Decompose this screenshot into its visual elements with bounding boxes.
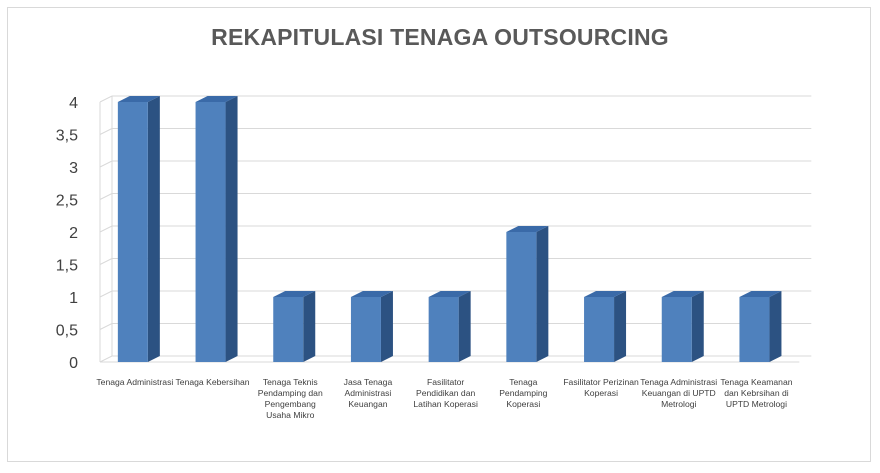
x-tick-label: Tenaga Administrasi [96, 377, 174, 387]
bar-top [506, 226, 549, 232]
bar-top [428, 291, 471, 297]
bar-side [691, 291, 704, 362]
bar-top [117, 96, 160, 102]
bar-top [273, 291, 316, 297]
bar [350, 291, 393, 362]
y-tick-label: 1 [69, 290, 78, 307]
bar-front [273, 297, 304, 362]
bar [195, 96, 238, 362]
bar [428, 291, 471, 362]
bar-top [739, 291, 782, 297]
x-tick-label: Fasilitator Pendidikan dan Latihan Koper… [413, 377, 478, 409]
y-tick-label: 2,5 [56, 193, 78, 210]
gridline-side [99, 258, 113, 265]
bar-side [380, 291, 393, 362]
y-tick-label: 0,5 [56, 323, 78, 340]
x-tick-label: Tenaga Administrasi Keuangan di UPTD Met… [640, 377, 718, 409]
y-tick-label: 3,5 [56, 128, 78, 145]
bar-front [195, 102, 226, 362]
bar-top [195, 96, 238, 102]
x-tick-label: Fasilitator Perizinan Koperasi [563, 377, 639, 398]
bar-top [350, 291, 393, 297]
gridline-side [99, 193, 113, 200]
bar-side [536, 226, 549, 362]
bar-side [769, 291, 782, 362]
gridline-side [99, 290, 113, 298]
bar [273, 291, 316, 362]
bar-side [147, 96, 160, 362]
bar-front [428, 297, 459, 362]
bar [584, 291, 627, 362]
bar-side [458, 291, 471, 362]
bar-front [350, 297, 381, 362]
bar-front [739, 297, 770, 362]
bar-side [614, 291, 627, 362]
bar-side [303, 291, 316, 362]
y-tick-label: 1,5 [56, 258, 78, 275]
bar-front [584, 297, 615, 362]
bar-front [661, 297, 692, 362]
y-tick-label: 4 [69, 95, 78, 112]
y-tick-label: 3 [69, 160, 78, 177]
gridline-side [99, 128, 113, 135]
bar-side [225, 96, 238, 362]
bar [661, 291, 704, 362]
gridline-side [99, 355, 113, 363]
x-tick-label: Tenaga Kebersihan [175, 377, 250, 387]
bar-top [584, 291, 627, 297]
bar-front [117, 102, 148, 362]
gridline-side [99, 95, 113, 103]
x-tick-label: Tenaga Teknis Pendamping dan Pengembang … [257, 377, 323, 420]
bar [117, 96, 160, 362]
bar [739, 291, 782, 362]
x-tick-label: Tenaga Pendamping Koperasi [499, 377, 548, 409]
gridline-side [99, 160, 113, 168]
gridline-side [99, 323, 113, 330]
bar-top [661, 291, 704, 297]
y-tick-label: 0 [69, 355, 78, 372]
y-tick-label: 2 [69, 225, 78, 242]
chart-title: REKAPITULASI TENAGA OUTSOURCING [211, 24, 669, 50]
x-tick-label: Tenaga Keamanan dan Kebrsihan di UPTD Me… [720, 377, 793, 409]
x-tick-label: Jasa Tenaga Administrasi Keuangan [343, 377, 393, 409]
bar-front [506, 232, 537, 362]
bar [506, 226, 549, 362]
gridline-side [99, 225, 113, 233]
